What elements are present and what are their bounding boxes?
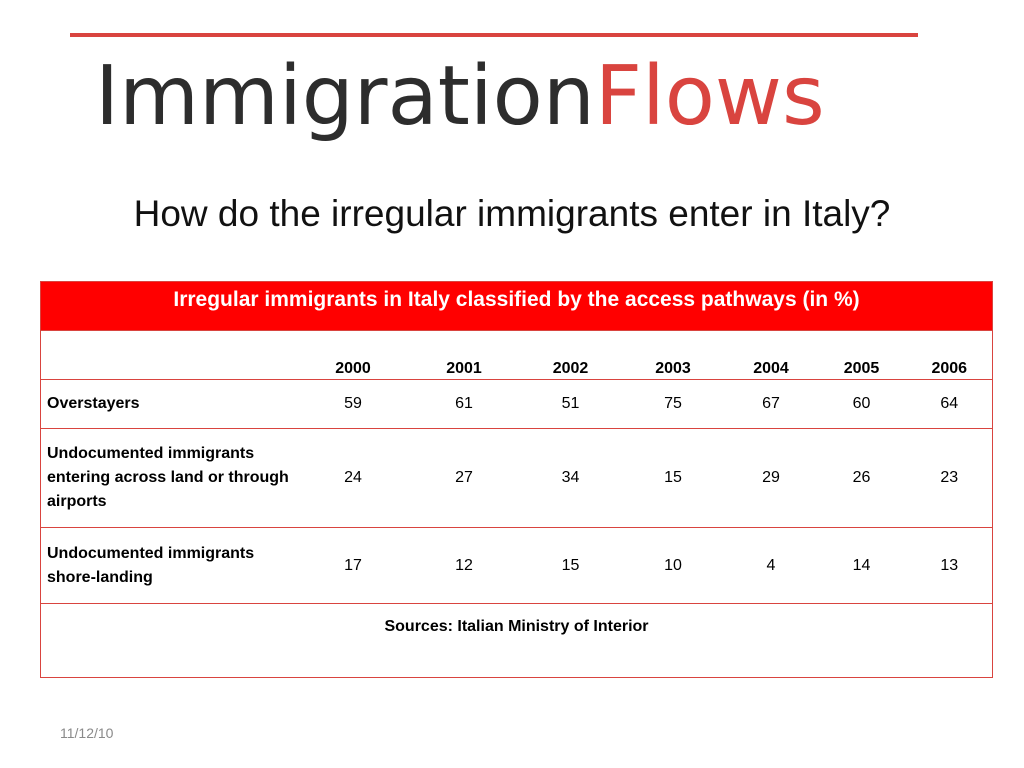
table-cell: 15 — [620, 428, 726, 528]
slide-title: How do the irregular immigrants enter in… — [133, 193, 891, 234]
slide-date: 11/12/10 — [60, 725, 114, 741]
header-year-2002: 2002 — [520, 330, 621, 380]
table-cell: 24 — [298, 428, 408, 528]
table-cell: 29 — [725, 428, 817, 528]
table-cell: 59 — [298, 379, 408, 429]
table-cell: 60 — [816, 379, 907, 429]
table-cell: 75 — [620, 379, 726, 429]
top-divider — [70, 33, 918, 37]
row-label-land-airports: Undocumented immigrants entering across … — [40, 428, 299, 528]
header-empty-cell — [40, 330, 299, 380]
logo-text-flows: Flows — [594, 49, 825, 144]
table-cell: 10 — [620, 527, 726, 604]
table-source-note: Sources: Italian Ministry of Interior — [40, 603, 993, 678]
table-cell: 13 — [906, 527, 993, 604]
table-cell: 34 — [520, 428, 621, 528]
table-cell: 17 — [298, 527, 408, 604]
table-cell: 12 — [407, 527, 521, 604]
row-label-overstayers: Overstayers — [40, 379, 299, 429]
table-caption: Irregular immigrants in Italy classified… — [40, 281, 993, 331]
table-cell: 64 — [906, 379, 993, 429]
logo-text-immigration: Immigration — [95, 49, 595, 144]
header-year-2005: 2005 — [816, 330, 907, 380]
table-cell: 26 — [816, 428, 907, 528]
row-label-shore-landing: Undocumented immigrants shore-landing — [40, 527, 299, 604]
header-year-2003: 2003 — [620, 330, 726, 380]
table-cell: 27 — [407, 428, 521, 528]
header-year-2004: 2004 — [725, 330, 817, 380]
table-cell: 23 — [906, 428, 993, 528]
header-year-2001: 2001 — [407, 330, 521, 380]
table-row: Undocumented immigrants shore-landing 17… — [40, 527, 993, 604]
table-cell: 4 — [725, 527, 817, 604]
table-row: Undocumented immigrants entering across … — [40, 428, 993, 528]
immigrationflows-logo: ImmigrationFlows — [95, 42, 825, 152]
table-cell: 51 — [520, 379, 621, 429]
table-row: Overstayers 59 61 51 75 67 60 64 — [40, 379, 993, 429]
table-cell: 61 — [407, 379, 521, 429]
header-year-2006: 2006 — [906, 330, 993, 380]
table-cell: 67 — [725, 379, 817, 429]
table-cell: 15 — [520, 527, 621, 604]
access-pathways-table: Irregular immigrants in Italy classified… — [40, 281, 993, 678]
header-year-2000: 2000 — [298, 330, 408, 380]
table-header-row: 2000 2001 2002 2003 2004 2005 2006 — [40, 330, 993, 380]
table-cell: 14 — [816, 527, 907, 604]
